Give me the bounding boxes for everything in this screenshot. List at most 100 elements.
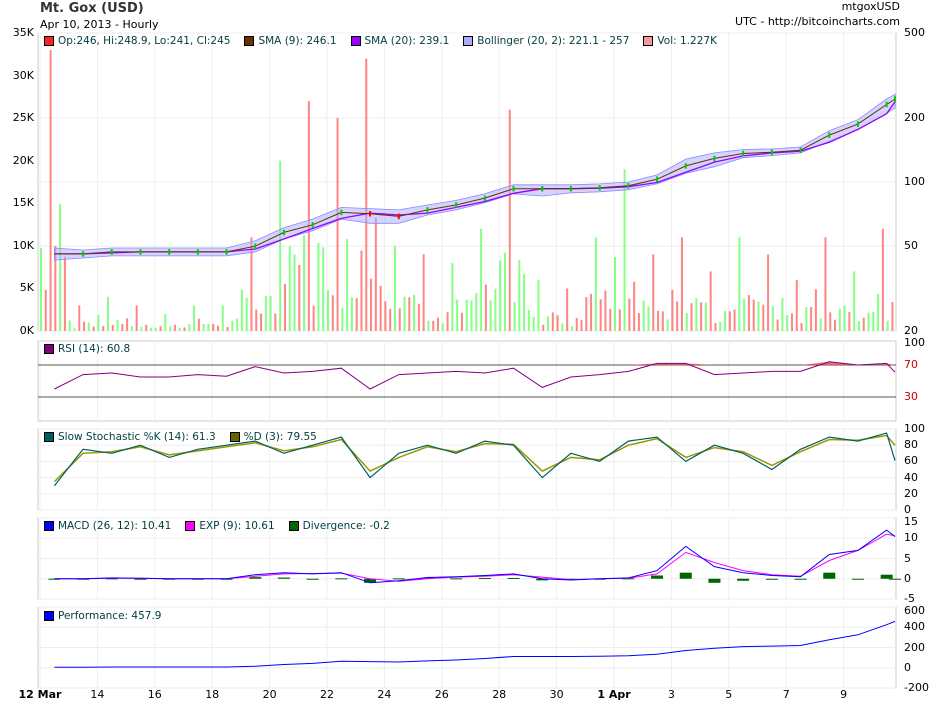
volume-bar [872, 311, 875, 331]
y-tick-label-stoch: 40 [904, 470, 918, 484]
volume-bar [657, 310, 660, 331]
volume-bar [231, 320, 234, 331]
volume-bar [633, 281, 636, 331]
volume-bar [666, 319, 669, 331]
volume-bar [767, 254, 770, 331]
volume-bar [547, 316, 550, 331]
divergence-bar [249, 577, 262, 579]
volume-bar [709, 271, 712, 331]
divergence-bar [392, 578, 405, 580]
y-tick-label-stoch: 80 [904, 438, 918, 452]
volume-bar [341, 307, 344, 331]
divergence-bar [48, 578, 61, 580]
divergence-bar [794, 578, 807, 580]
divergence-bar [450, 578, 463, 580]
volume-bar [360, 250, 363, 331]
volume-bar [441, 323, 444, 331]
volume-bar [126, 318, 129, 331]
volume-bar [494, 288, 497, 331]
volume-bar [728, 311, 731, 331]
volume-bar [336, 118, 339, 332]
y-tick-label-perf: 600 [904, 604, 925, 617]
volume-bar [403, 296, 406, 331]
legend-swatch [288, 521, 299, 531]
volume-bar [570, 326, 573, 331]
volume-bar [250, 237, 253, 331]
volume-bar [853, 271, 856, 331]
volume-bar [695, 298, 698, 331]
legend-label: %D (3): 79.55 [243, 431, 317, 443]
volume-bar [771, 306, 774, 331]
legend-item-stoch: Slow Stochastic %K (14): 61.3 [44, 431, 216, 443]
volume-bar [169, 326, 172, 331]
y-tick-label-stoch: 60 [904, 454, 918, 468]
volume-bar [680, 237, 683, 331]
volume-bar [489, 300, 492, 331]
volume-bar [212, 323, 215, 331]
volume-bar [575, 317, 578, 331]
volume-bar [83, 321, 86, 331]
volume-bar [762, 304, 765, 331]
volume-bar [446, 312, 449, 331]
y-tick-label-stoch: 100 [904, 422, 925, 435]
x-tick-label: 5 [725, 688, 733, 701]
legend-swatch [44, 344, 54, 354]
volume-bar [307, 101, 310, 331]
x-tick-label: 14 [90, 688, 105, 701]
volume-bar [877, 293, 880, 331]
volume-bar [221, 305, 224, 331]
volume-bar [685, 312, 688, 331]
volume-bar [427, 320, 430, 331]
volume-bar [154, 327, 157, 331]
volume-bar [537, 279, 540, 331]
volume-bar [322, 247, 325, 331]
y-tick-label-macd: 15 [904, 515, 918, 528]
volume-bar [618, 309, 621, 331]
divergence-bar [507, 577, 520, 579]
y-tick-label-stoch: 0 [904, 503, 911, 516]
legend-swatch [229, 432, 240, 442]
x-tick-label: 30 [549, 688, 564, 701]
volume-bar [432, 320, 435, 331]
legend-swatch [44, 611, 54, 621]
chart-title: Mt. Gox (USD) [40, 1, 144, 16]
volume-bar [475, 293, 478, 331]
volume-bar [733, 309, 736, 331]
x-tick-label: 18 [205, 688, 220, 701]
legend-rsi: RSI (14): 60.8 [44, 343, 130, 355]
divergence-bar [335, 578, 348, 580]
volume-bar [389, 308, 392, 331]
volume-bar [140, 326, 143, 331]
y-tick-label-perf: -200 [904, 681, 929, 694]
y-tick-label-macd: 5 [904, 551, 911, 565]
divergence-bar [708, 578, 721, 583]
volume-bar [393, 245, 396, 331]
y-tick-label-volume: 5K [19, 281, 34, 295]
volume-bar [642, 300, 645, 331]
volume-bar [834, 319, 837, 331]
legend-label: SMA (20): 239.1 [364, 35, 450, 47]
volume-bar [518, 259, 521, 331]
volume-bar [604, 290, 607, 331]
legend-label: EXP (9): 10.61 [199, 520, 275, 532]
bollinger-band [54, 93, 896, 261]
divergence-bar [421, 577, 434, 579]
volume-bar [609, 308, 612, 331]
volume-bar [87, 322, 90, 331]
legend-item-main: SMA (9): 246.1 [244, 35, 337, 47]
divergence-bar [889, 578, 902, 580]
volume-bar [480, 228, 483, 331]
volume-bar [264, 295, 267, 331]
volume-bar [97, 314, 100, 331]
legend-item-stoch: %D (3): 79.55 [229, 431, 317, 443]
divergence-bar [478, 577, 491, 579]
volume-bar [102, 325, 105, 331]
x-tick-label: 28 [492, 688, 507, 701]
volume-bar [814, 289, 817, 331]
volume-bar [614, 256, 616, 331]
divergence-bar [765, 578, 778, 580]
chart-subtitle: Apr 10, 2013 - Hourly [40, 18, 159, 31]
volume-bar [374, 217, 377, 331]
volume-bar [54, 245, 57, 331]
